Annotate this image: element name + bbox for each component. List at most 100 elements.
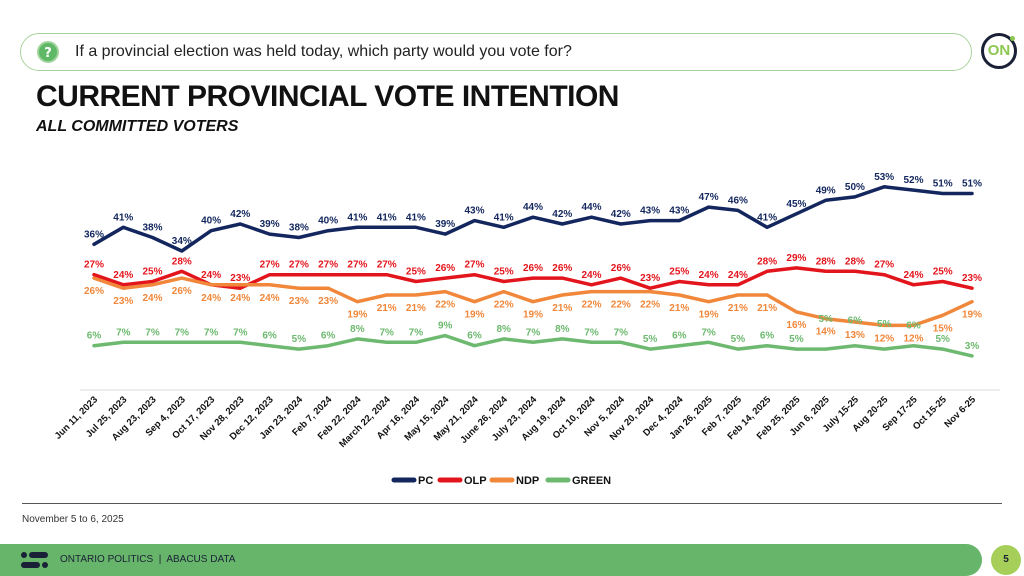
data-label-olp: 23% bbox=[230, 273, 250, 284]
data-label-green: 6% bbox=[672, 331, 687, 342]
data-label-ndp: 19% bbox=[523, 310, 543, 321]
data-label-olp: 25% bbox=[669, 267, 689, 278]
data-label-pc: 43% bbox=[640, 206, 660, 217]
page-title: CURRENT PROVINCIAL VOTE INTENTION bbox=[36, 80, 619, 113]
data-label-ndp: 24% bbox=[260, 293, 280, 304]
data-label-green: 7% bbox=[145, 327, 160, 338]
data-label-ndp: 26% bbox=[172, 286, 192, 297]
data-label-pc: 41% bbox=[377, 212, 397, 223]
data-label-pc: 47% bbox=[699, 192, 719, 203]
data-label-olp: 24% bbox=[699, 270, 719, 281]
data-label-green: 6% bbox=[321, 331, 336, 342]
data-label-olp: 28% bbox=[172, 256, 192, 267]
data-label-olp: 25% bbox=[406, 267, 426, 278]
data-label-pc: 52% bbox=[903, 175, 923, 186]
data-label-pc: 50% bbox=[845, 182, 865, 193]
data-label-pc: 39% bbox=[435, 219, 455, 230]
legend-item-olp: OLP bbox=[437, 475, 487, 487]
series-line-olp bbox=[92, 266, 974, 290]
data-label-ndp: 21% bbox=[757, 303, 777, 314]
footer-divider bbox=[22, 503, 1002, 504]
data-label-green: 6% bbox=[848, 316, 863, 327]
data-label-pc: 49% bbox=[816, 185, 836, 196]
abacus-logo-icon bbox=[21, 552, 48, 568]
page-number: 5 bbox=[991, 545, 1021, 575]
data-label-green: 5% bbox=[643, 334, 658, 345]
data-label-green: 5% bbox=[818, 314, 833, 325]
data-label-olp: 23% bbox=[962, 273, 982, 284]
data-label-ndp: 23% bbox=[318, 296, 338, 307]
data-label-ndp: 21% bbox=[377, 303, 397, 314]
data-label-olp: 24% bbox=[201, 270, 221, 281]
data-label-olp: 25% bbox=[494, 267, 514, 278]
data-label-green: 7% bbox=[614, 327, 629, 338]
data-label-green: 7% bbox=[233, 327, 248, 338]
data-label-pc: 46% bbox=[728, 195, 748, 206]
data-label-olp: 24% bbox=[903, 270, 923, 281]
data-label-olp: 27% bbox=[318, 260, 338, 271]
data-label-olp: 28% bbox=[816, 256, 836, 267]
page-subtitle: ALL COMMITTED VOTERS bbox=[36, 118, 239, 135]
legend-label-olp: OLP bbox=[464, 475, 487, 487]
data-label-pc: 43% bbox=[464, 206, 484, 217]
data-label-olp: 26% bbox=[552, 263, 572, 274]
data-label-pc: 42% bbox=[611, 209, 631, 220]
data-label-pc: 51% bbox=[962, 179, 982, 190]
data-label-green: 8% bbox=[496, 324, 511, 335]
series-line-ndp bbox=[92, 276, 974, 328]
data-label-pc: 40% bbox=[318, 216, 338, 227]
data-label-ndp: 22% bbox=[640, 300, 660, 311]
data-label-ndp: 12% bbox=[874, 333, 894, 344]
data-label-olp: 28% bbox=[845, 256, 865, 267]
data-label-green: 6% bbox=[906, 321, 921, 332]
data-label-green: 7% bbox=[526, 327, 541, 338]
legend-label-ndp: NDP bbox=[516, 475, 539, 487]
data-label-pc: 41% bbox=[757, 212, 777, 223]
data-label-green: 8% bbox=[555, 324, 570, 335]
data-label-pc: 42% bbox=[552, 209, 572, 220]
data-label-ndp: 26% bbox=[84, 286, 104, 297]
x-tick-label: March 22, 2024 bbox=[337, 394, 393, 450]
data-label-olp: 25% bbox=[933, 267, 953, 278]
data-label-ndp: 21% bbox=[406, 303, 426, 314]
data-label-pc: 45% bbox=[786, 199, 806, 210]
data-label-ndp: 19% bbox=[699, 310, 719, 321]
data-labels: 36% 27% 26% 6% 41% 24% 23% 7% 38% 25% 24% 7% 34% 28% 2… bbox=[84, 172, 982, 352]
legend-label-green: GREEN bbox=[572, 475, 611, 487]
data-label-pc: 41% bbox=[494, 212, 514, 223]
data-label-pc: 42% bbox=[230, 209, 250, 220]
data-label-olp: 27% bbox=[260, 260, 280, 271]
data-label-pc: 34% bbox=[172, 236, 192, 247]
data-label-ndp: 22% bbox=[435, 300, 455, 311]
data-label-ndp: 12% bbox=[903, 333, 923, 344]
data-label-green: 7% bbox=[204, 327, 219, 338]
line-chart: 36% 27% 26% 6% 41% 24% 23% 7% 38% 25% 24% 7% 34% 28% 2… bbox=[53, 172, 1000, 487]
data-label-green: 6% bbox=[87, 331, 102, 342]
data-label-green: 6% bbox=[760, 331, 775, 342]
data-label-ndp: 16% bbox=[786, 320, 806, 331]
data-label-olp: 27% bbox=[874, 260, 894, 271]
data-label-olp: 26% bbox=[611, 263, 631, 274]
data-label-pc: 38% bbox=[289, 223, 309, 234]
data-label-ndp: 22% bbox=[494, 300, 514, 311]
data-label-pc: 36% bbox=[84, 229, 104, 240]
data-label-green: 7% bbox=[175, 327, 190, 338]
data-label-olp: 25% bbox=[142, 267, 162, 278]
data-label-olp: 23% bbox=[640, 273, 660, 284]
data-label-olp: 27% bbox=[347, 260, 367, 271]
series-lines bbox=[92, 185, 974, 358]
data-label-ndp: 14% bbox=[816, 327, 836, 338]
x-tick-label: Nov 6-25 bbox=[942, 394, 978, 430]
data-label-pc: 39% bbox=[260, 219, 280, 230]
question-text: If a provincial election was held today,… bbox=[75, 43, 572, 60]
data-label-olp: 27% bbox=[289, 260, 309, 271]
data-label-green: 6% bbox=[467, 331, 482, 342]
data-label-pc: 41% bbox=[406, 212, 426, 223]
data-label-green: 7% bbox=[701, 327, 716, 338]
data-label-green: 5% bbox=[935, 334, 950, 345]
data-label-pc: 51% bbox=[933, 179, 953, 190]
data-label-ndp: 21% bbox=[669, 303, 689, 314]
data-label-pc: 40% bbox=[201, 216, 221, 227]
data-label-ndp: 15% bbox=[933, 323, 953, 334]
